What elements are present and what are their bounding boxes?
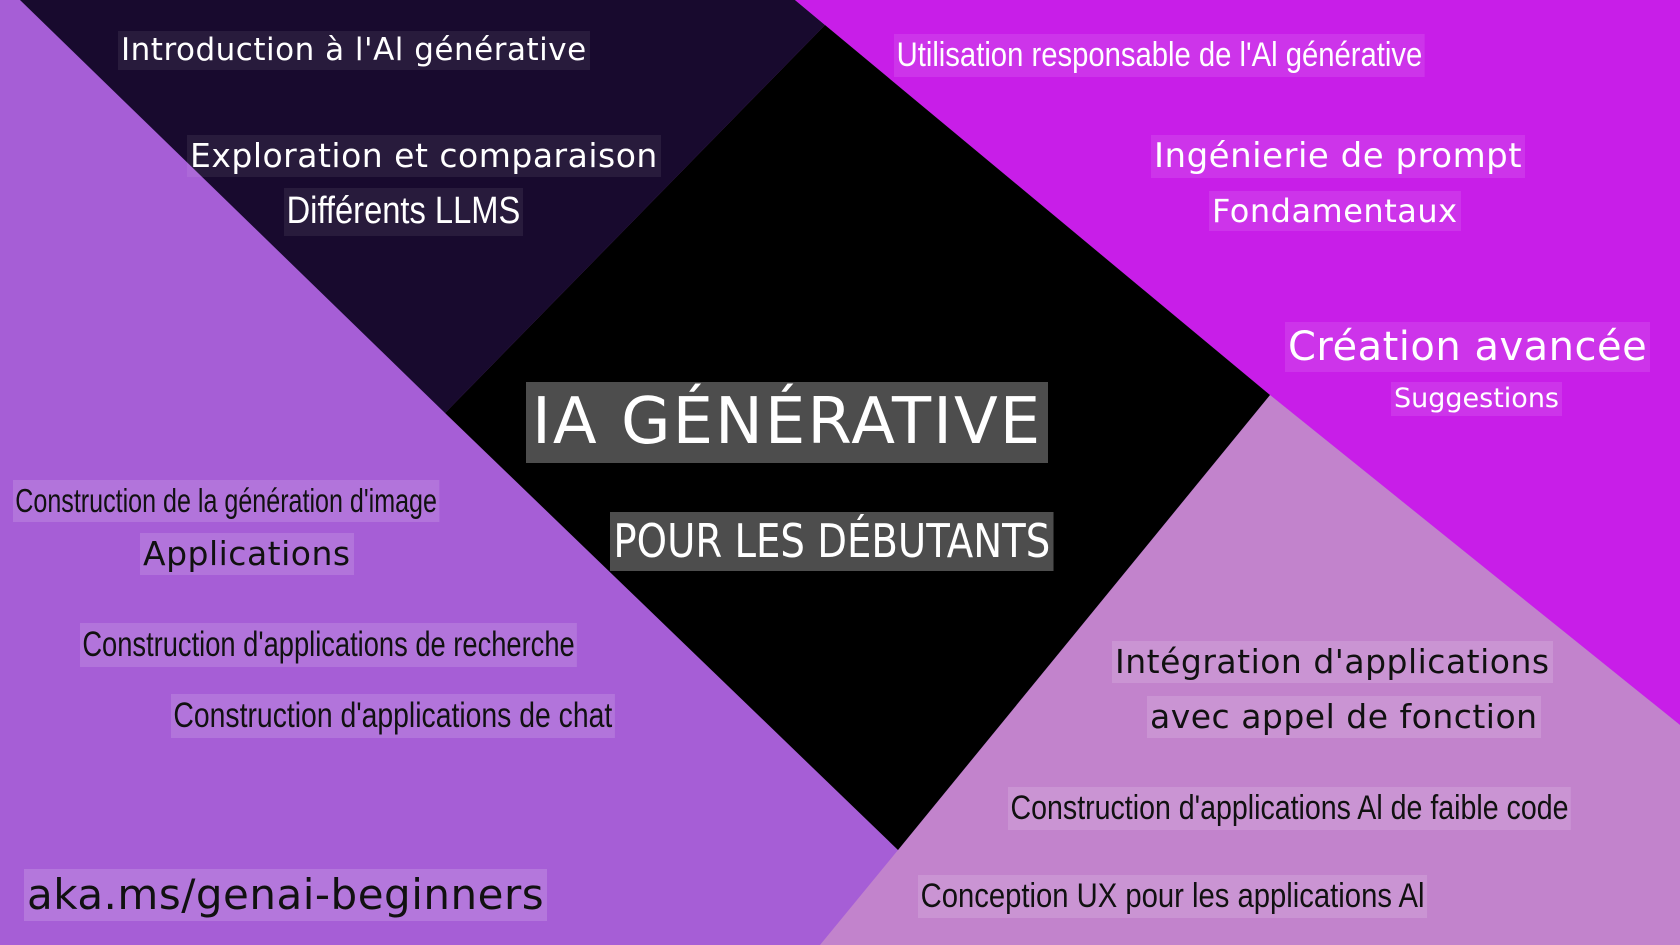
pink-quadrant	[820, 395, 1680, 945]
topic-prompt-engineering-line1: Ingénierie de prompt	[1151, 135, 1526, 178]
topic-explore-llms-line1: Exploration et comparaison	[187, 135, 661, 177]
topic-explore-llms-line2: Différents LLMS	[284, 188, 523, 236]
topic-ux-design: Conception UX pour les applications Al	[918, 875, 1428, 918]
topic-advanced-prompts-line2: Suggestions	[1391, 382, 1562, 417]
topic-chat-apps: Construction d'applications de chat	[171, 694, 615, 738]
course-link[interactable]: aka.ms/genai-beginners	[24, 869, 548, 922]
topic-search-apps: Construction d'applications de recherche	[80, 623, 578, 667]
topic-advanced-prompts-line1: Création avancée	[1285, 322, 1651, 372]
dark-quadrant	[20, 0, 825, 413]
topic-intro-generative-ai: Introduction à l'Al générative	[118, 31, 590, 71]
topic-image-generation-line2: Applications	[140, 533, 354, 575]
poster-subtitle: POUR LES DÉBUTANTS	[610, 512, 1054, 572]
poster-title: IA GÉNÉRATIVE	[526, 382, 1049, 463]
center-diamond	[445, 25, 1270, 850]
topic-responsible-ai: Utilisation responsable de l'Al générati…	[894, 34, 1425, 77]
topic-function-calling-line1: Intégration d'applications	[1112, 641, 1553, 683]
topic-function-calling-line2: avec appel de fonction	[1147, 696, 1541, 738]
topic-prompt-engineering-line2: Fondamentaux	[1209, 191, 1461, 232]
magenta-quadrant	[795, 0, 1680, 725]
topic-low-code-apps: Construction d'applications Al de faible…	[1008, 787, 1572, 830]
topic-image-generation-line1: Construction de la génération d'image	[13, 480, 440, 522]
